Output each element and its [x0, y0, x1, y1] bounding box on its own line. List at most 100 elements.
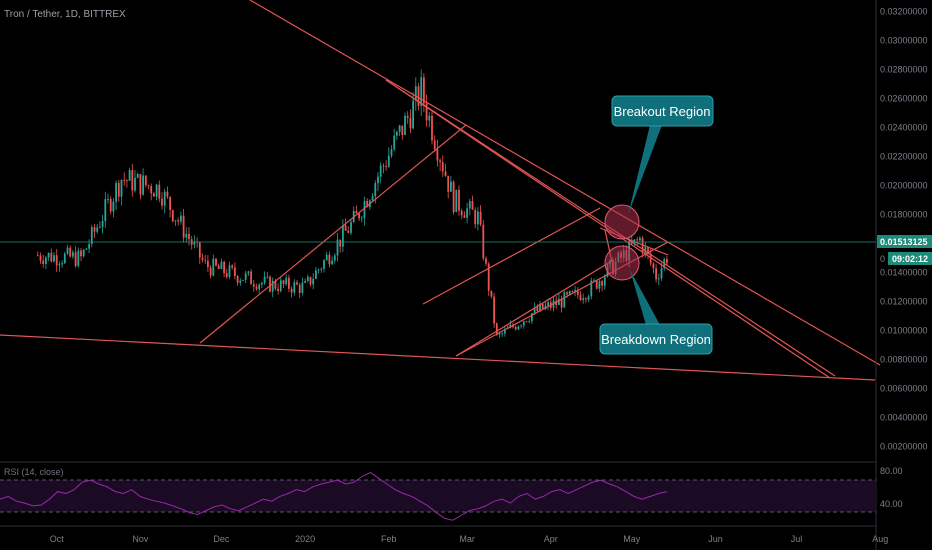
candle-body	[325, 254, 328, 261]
candle-body	[477, 211, 479, 225]
candle-body	[217, 265, 220, 270]
trendline-descending-upper[interactable]	[249, 0, 881, 366]
candle-body	[53, 255, 55, 262]
candle-body	[134, 177, 136, 191]
candle-body	[58, 264, 61, 266]
candle-body	[571, 291, 574, 292]
candle-body	[593, 280, 595, 282]
rsi-tick-40: 40.00	[880, 499, 903, 509]
candle-body	[161, 198, 163, 206]
candle-body	[101, 221, 104, 228]
candle-body	[306, 276, 309, 282]
trendline-support-base[interactable]	[0, 334, 876, 381]
candle-body	[563, 292, 566, 308]
candle-body	[652, 263, 655, 269]
candle-body	[163, 191, 166, 206]
candle-body	[414, 86, 417, 101]
candle-body	[244, 273, 247, 280]
candle-body	[371, 196, 374, 201]
candle-body	[128, 170, 131, 181]
symbol-title: Tron / Tether, 1D, BITTREX	[4, 9, 126, 20]
candle-body	[536, 307, 539, 312]
candle-body	[50, 252, 53, 262]
trendline-channel-lower[interactable]	[455, 261, 611, 357]
candle-body	[398, 125, 401, 132]
candle-body	[350, 221, 352, 233]
candle-body	[298, 284, 301, 293]
candle-body	[82, 249, 85, 257]
candle-body	[136, 174, 139, 178]
candle-body	[112, 201, 115, 212]
candle-body	[166, 191, 169, 197]
candle-body	[401, 125, 404, 136]
candle-body	[342, 225, 344, 247]
candle-body	[455, 189, 458, 213]
candle-body	[36, 255, 39, 257]
candle-body	[382, 165, 385, 167]
candle-body	[431, 115, 433, 141]
candle-body	[539, 303, 541, 312]
price-tick-label: 0.03200000	[880, 7, 928, 17]
candle-body	[72, 252, 74, 257]
breakout-circle[interactable]	[604, 204, 640, 240]
candle-body	[42, 260, 45, 265]
candle-body	[90, 227, 93, 245]
candle-body	[533, 307, 536, 314]
time-axis[interactable]: Oct Nov Dec 2020 Feb Mar Apr May Jun Jul Aug	[0, 525, 888, 544]
countdown-prefix: 0	[880, 254, 885, 264]
breakdown-callout[interactable]: Breakdown Region	[599, 270, 713, 355]
candle-body	[174, 220, 177, 222]
candle-body	[358, 213, 360, 219]
candle-body	[439, 160, 441, 163]
candle-body	[501, 333, 504, 335]
candle-body	[139, 174, 142, 195]
candle-body	[360, 217, 363, 219]
candle-body	[242, 279, 244, 281]
candle-body	[485, 258, 487, 264]
candle-body	[328, 254, 331, 265]
candle-body	[96, 227, 99, 232]
candle-body	[225, 273, 228, 277]
candle-body	[649, 253, 652, 264]
candle-body	[471, 201, 474, 210]
time-tick-label: Aug	[872, 534, 888, 544]
candle-body	[647, 247, 649, 254]
last-price-value: 0.01513125	[880, 237, 928, 247]
candle-body	[585, 298, 587, 300]
price-axis[interactable]: 0.03200000 0.03000000 0.02800000 0.02600000…	[875, 0, 928, 550]
candle-body	[117, 182, 120, 197]
candle-body	[182, 215, 185, 238]
candle-body	[144, 175, 147, 186]
breakdown-circle[interactable]	[604, 245, 640, 281]
candle-body	[66, 247, 69, 254]
candle-body	[525, 321, 528, 323]
candle-body	[115, 182, 117, 202]
trendline-channel-upper[interactable]	[422, 207, 601, 305]
candle-body	[312, 278, 315, 285]
candle-body	[387, 155, 390, 167]
rsi-line	[0, 471, 668, 521]
candle-body	[74, 252, 77, 267]
candle-body	[657, 278, 660, 280]
candle-body	[158, 184, 161, 199]
candle-body	[590, 280, 593, 297]
time-tick-label: May	[623, 534, 641, 544]
candle-body	[393, 135, 396, 150]
price-tick-label: 0.00400000	[880, 413, 928, 423]
candle-body	[69, 247, 72, 257]
candle-body	[104, 199, 107, 222]
candle-body	[212, 258, 215, 276]
candle-body	[514, 326, 517, 330]
trendline-rising-wedge[interactable]	[199, 124, 467, 344]
candle-body	[209, 267, 212, 276]
candle-body	[504, 329, 506, 334]
time-tick-label: Nov	[132, 534, 149, 544]
candle-body	[266, 276, 269, 278]
candle-body	[579, 294, 582, 301]
breakout-callout[interactable]: Breakout Region	[611, 95, 714, 215]
candle-body	[493, 296, 495, 324]
candle-body	[285, 277, 288, 285]
candle-body	[377, 176, 379, 184]
candle-body	[228, 265, 231, 277]
